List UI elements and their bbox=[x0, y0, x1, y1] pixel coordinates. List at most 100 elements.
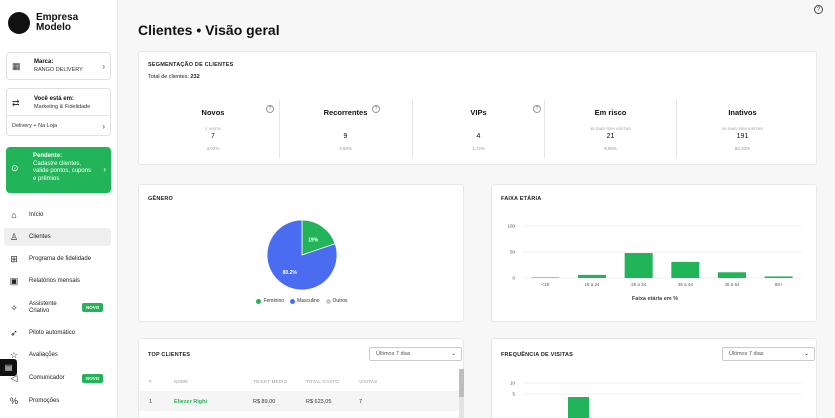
gender-title: GÊNERO bbox=[148, 196, 174, 202]
segmentation-title: SEGMENTAÇÃO DE CLIENTES bbox=[148, 62, 234, 68]
brand-selector[interactable]: ▦ Marca: RANGO DELIVERY › bbox=[6, 52, 111, 80]
new-badge: NOVO bbox=[82, 303, 104, 312]
chat-icon: ▤ bbox=[4, 363, 13, 372]
help-icon[interactable]: ? bbox=[372, 105, 380, 113]
sidebar-item-clientes[interactable]: ♙ Clientes bbox=[4, 228, 111, 246]
new-badge: NOVO bbox=[82, 374, 104, 383]
row-rank: 1 bbox=[149, 399, 153, 405]
pending-label: Pendente: bbox=[33, 153, 63, 159]
row-visits: 7 bbox=[359, 399, 363, 405]
frequency-chart: 10 5 bbox=[510, 381, 802, 418]
brand-label: Marca: bbox=[34, 59, 54, 65]
segment-inativos[interactable]: Inativos 90 DIAS SEM VISITAS 191 82,33% bbox=[676, 100, 808, 158]
row-name[interactable]: Eliezer Righi bbox=[174, 399, 208, 405]
top-clients-title: TOP CLIENTES bbox=[148, 352, 191, 358]
legend-dot bbox=[325, 298, 331, 304]
sidebar: Empresa Modelo ▦ Marca: RANGO DELIVERY ›… bbox=[0, 0, 118, 418]
help-icon[interactable]: ? bbox=[533, 105, 541, 113]
x-tick-label: 45 a 54 bbox=[724, 282, 740, 287]
brand-value: RANGO DELIVERY bbox=[34, 67, 83, 73]
location-label: Você está em: bbox=[34, 96, 74, 102]
age-panel: FAIXA ETÁRIA 100 50 0 <18 18 a 24 25 a 34 35 a… bbox=[491, 184, 817, 322]
y-tick-label: 50 bbox=[510, 250, 516, 255]
y-tick-label: 10 bbox=[510, 381, 516, 386]
scrollbar[interactable] bbox=[459, 369, 464, 418]
megaphone-icon: ◁ bbox=[10, 372, 18, 383]
legend-outros[interactable]: Outros bbox=[325, 298, 348, 304]
age-bar[interactable] bbox=[671, 261, 700, 278]
scrollbar-thumb[interactable] bbox=[459, 369, 464, 397]
frequency-title: FREQUÊNCIA DE VISITAS bbox=[501, 352, 574, 358]
store-icon: ▦ bbox=[12, 61, 21, 71]
page-title: Clientes • Visão geral bbox=[138, 22, 280, 38]
gift-icon: ⊞ bbox=[10, 253, 18, 264]
check-circle-icon: ⊙ bbox=[11, 163, 19, 173]
logo-icon bbox=[8, 12, 30, 34]
x-tick-label: 18 a 24 bbox=[584, 282, 600, 287]
brand-name-line2: Modelo bbox=[36, 22, 71, 33]
sidebar-item-relatorios[interactable]: ▣ Relatórios mensais bbox=[4, 272, 111, 290]
segment-novos[interactable]: Novos ? 1 VISITA 7 3,02% bbox=[147, 100, 279, 158]
pie-slice-masculino[interactable] bbox=[266, 219, 338, 291]
sidebar-item-avaliacoes[interactable]: ☆ Avaliações bbox=[4, 346, 111, 364]
y-tick-label: 0 bbox=[512, 276, 515, 281]
chat-button[interactable]: ▤ bbox=[0, 359, 17, 376]
column-ticket: TICKET MÉDIO bbox=[253, 379, 288, 384]
rocket-icon: ➶ bbox=[10, 327, 18, 338]
top-clients-panel: TOP CLIENTES Últimos 7 dias ⌄ # NOME TIC… bbox=[138, 338, 464, 418]
chevron-down-icon: ⌄ bbox=[803, 351, 809, 357]
gender-legend: Feminino Masculino Outros bbox=[139, 298, 465, 304]
x-tick-label: 25 a 34 bbox=[631, 282, 647, 287]
chevron-right-icon: › bbox=[103, 165, 106, 174]
frequency-panel: FREQUÊNCIA DE VISITAS Últimos 7 dias ⌄ 1… bbox=[491, 338, 817, 418]
sidebar-item-promocoes[interactable]: % Promoções bbox=[4, 392, 111, 410]
age-bar[interactable] bbox=[531, 277, 560, 278]
legend-feminino[interactable]: Feminino bbox=[256, 298, 284, 304]
x-tick-label: <18 bbox=[542, 282, 550, 287]
age-bar-chart: 100 50 0 <18 18 a 24 25 a 34 35 a 44 45 a 54 55+ bbox=[507, 224, 802, 287]
help-icon[interactable]: ? bbox=[266, 105, 274, 113]
swap-icon: ⇄ bbox=[12, 98, 20, 108]
segment-vips[interactable]: VIPs ? 4 1,72% bbox=[412, 100, 544, 158]
table-row[interactable]: 1 Eliezer Righi R$ 89,00 R$ 623,05 7 bbox=[139, 391, 461, 411]
x-tick-label: 35 a 44 bbox=[678, 282, 694, 287]
location-selector[interactable]: ⇄ Você está em: Marketing & Fidelidade D… bbox=[6, 88, 111, 136]
frequency-bar[interactable] bbox=[568, 397, 589, 418]
sidebar-item-comunicador[interactable]: ◁ Comunicador NOVO bbox=[4, 369, 111, 387]
age-bar[interactable] bbox=[718, 272, 746, 278]
pending-text: Cadastre clientes, valide pontos, cupons… bbox=[33, 160, 92, 182]
pending-card[interactable]: ⊙ Pendente: Cadastre clientes, valide po… bbox=[6, 147, 111, 193]
legend-dot bbox=[256, 298, 262, 304]
chevron-down-icon: ⌄ bbox=[450, 351, 456, 357]
age-bar[interactable] bbox=[764, 276, 793, 278]
top-clients-period-select[interactable]: Últimos 7 dias ⌄ bbox=[369, 347, 462, 361]
channel-value: Delivery + Na Loja bbox=[12, 123, 58, 129]
column-visits: VISITAS bbox=[359, 379, 378, 384]
brand-logo[interactable]: Empresa Modelo bbox=[8, 12, 78, 34]
segment-recorrentes[interactable]: Recorrentes ? 9 3,88% bbox=[279, 100, 411, 158]
sidebar-item-fidelidade[interactable]: ⊞ Programa de fidelidade bbox=[4, 250, 111, 268]
location-value: Marketing & Fidelidade bbox=[34, 104, 91, 110]
column-rank: # bbox=[149, 379, 152, 384]
legend-masculino[interactable]: Masculino bbox=[290, 298, 320, 304]
home-icon: ⌂ bbox=[11, 210, 17, 220]
sidebar-item-piloto[interactable]: ➶ Piloto automático bbox=[4, 324, 111, 342]
pie-label-masculino: 80.2% bbox=[283, 270, 298, 276]
column-name: NOME bbox=[174, 379, 189, 384]
age-xlabel: Faixa etária em % bbox=[631, 296, 679, 302]
pie-label-feminino: 19% bbox=[308, 237, 319, 243]
row-total: R$ 623,05 bbox=[306, 399, 332, 405]
sidebar-item-assistente[interactable]: ✧ Assistente Criativo NOVO bbox=[4, 298, 111, 318]
segmentation-panel: SEGMENTAÇÃO DE CLIENTES Total de cliente… bbox=[138, 51, 817, 165]
row-ticket: R$ 89,00 bbox=[253, 399, 276, 405]
y-tick-label: 100 bbox=[507, 224, 515, 229]
star-icon: ☆ bbox=[9, 349, 19, 360]
age-bar[interactable] bbox=[578, 274, 606, 278]
segment-em-risco[interactable]: Em risco 45 DIAS SEM VISITAS 21 9,05% bbox=[544, 100, 676, 158]
divider bbox=[7, 115, 110, 116]
age-bar[interactable] bbox=[624, 253, 653, 278]
frequency-period-select[interactable]: Últimos 7 dias ⌄ bbox=[722, 347, 815, 361]
help-icon[interactable]: ? bbox=[814, 5, 823, 14]
sidebar-item-inicio[interactable]: ⌂ Início bbox=[4, 206, 111, 224]
